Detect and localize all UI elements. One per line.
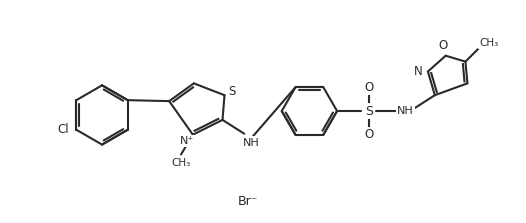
Text: N: N — [413, 65, 422, 78]
Text: CH₃: CH₃ — [171, 158, 190, 168]
Text: O: O — [364, 81, 373, 94]
Text: O: O — [364, 128, 373, 141]
Text: Cl: Cl — [58, 123, 69, 136]
Text: S: S — [365, 105, 372, 118]
Text: NH: NH — [243, 138, 259, 148]
Text: O: O — [438, 39, 447, 52]
Text: N⁺: N⁺ — [180, 136, 194, 146]
Text: Br⁻: Br⁻ — [238, 195, 258, 208]
Text: CH₃: CH₃ — [480, 38, 499, 48]
Text: NH: NH — [397, 106, 413, 116]
Text: S: S — [229, 85, 236, 98]
